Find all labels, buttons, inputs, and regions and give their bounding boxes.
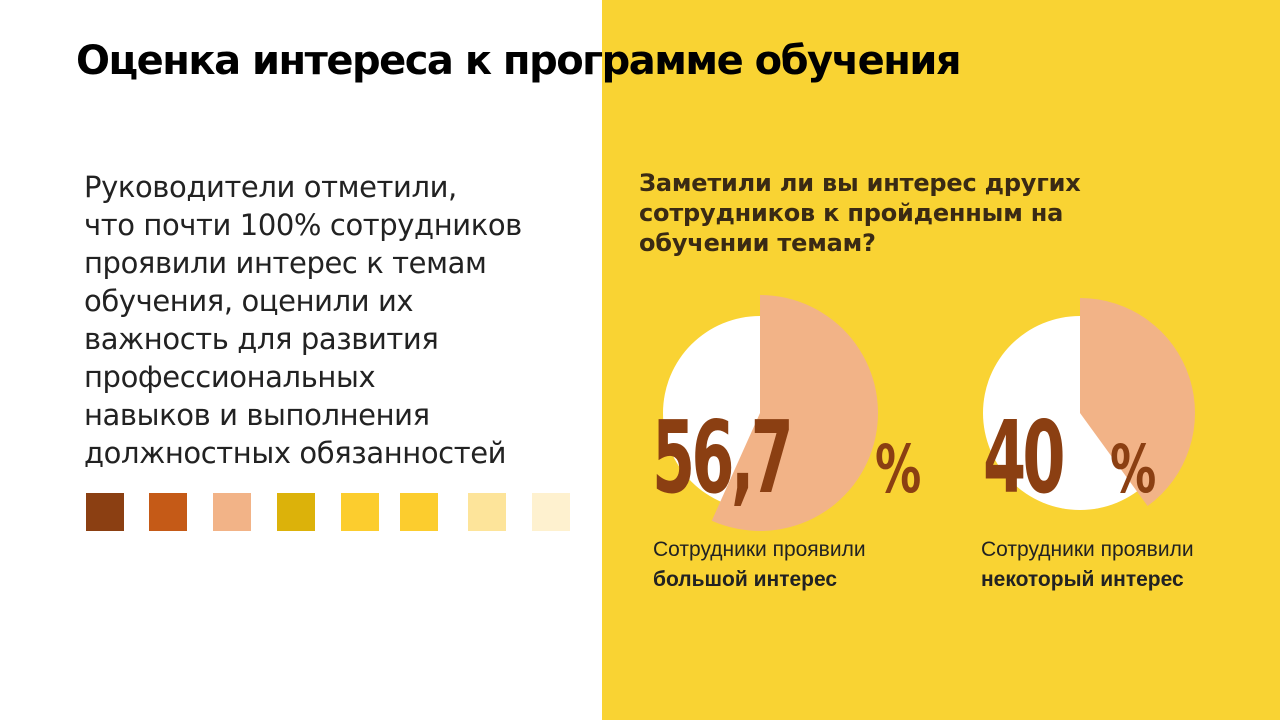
color-swatch xyxy=(341,493,379,531)
question-line: обучении темам? xyxy=(639,229,876,257)
question-line: Заметили ли вы интерес других xyxy=(639,169,1081,197)
caption-line: Сотрудники проявили xyxy=(653,538,866,561)
color-swatch xyxy=(86,493,124,531)
caption-emphasis: некоторый интерес xyxy=(981,568,1184,591)
pie-chart-2 xyxy=(983,298,1195,510)
stat-number: 40 xyxy=(983,399,1066,516)
color-swatch xyxy=(532,493,570,531)
stat-unit: % xyxy=(1110,431,1157,508)
stat-number: 56,7 xyxy=(652,399,794,516)
pie-chart-1 xyxy=(663,295,878,532)
intro-line: профессиональных xyxy=(84,360,376,394)
pie-slice-large-interest xyxy=(711,295,878,532)
survey-question: Заметили ли вы интерес других сотруднико… xyxy=(639,168,1159,258)
question-line: сотрудников к пройденным на xyxy=(639,199,1064,227)
pie-slice-some-interest xyxy=(1080,298,1195,507)
stat-some-interest-caption: Сотрудники проявили некоторый интерес xyxy=(981,535,1194,595)
color-swatch xyxy=(149,493,187,531)
caption-emphasis: большой интерес xyxy=(653,568,838,591)
color-swatch xyxy=(468,493,506,531)
intro-line: обучения, оценили их xyxy=(84,284,414,318)
stat-some-interest-value: 40% xyxy=(983,408,1176,508)
stat-unit: % xyxy=(874,431,922,508)
color-swatch xyxy=(400,493,438,531)
caption-line: Сотрудники проявили xyxy=(981,538,1194,561)
intro-line: важность для развития xyxy=(84,322,439,356)
stat-large-interest-caption: Сотрудники проявили большой интерес xyxy=(653,535,866,595)
stat-large-interest-value: 56,7% xyxy=(652,408,941,508)
intro-line: проявили интерес к темам xyxy=(84,246,487,280)
intro-text: Руководители отметили, что почти 100% со… xyxy=(84,168,584,472)
intro-line: навыков и выполнения xyxy=(84,398,430,432)
intro-line: должностных обязанностей xyxy=(84,436,507,470)
intro-line: что почти 100% сотрудников xyxy=(84,208,522,242)
page-title: Оценка интереса к программе обучения xyxy=(76,38,962,84)
color-swatch xyxy=(213,493,251,531)
color-palette xyxy=(86,493,570,531)
color-swatch xyxy=(277,493,315,531)
intro-line: Руководители отметили, xyxy=(84,170,457,204)
